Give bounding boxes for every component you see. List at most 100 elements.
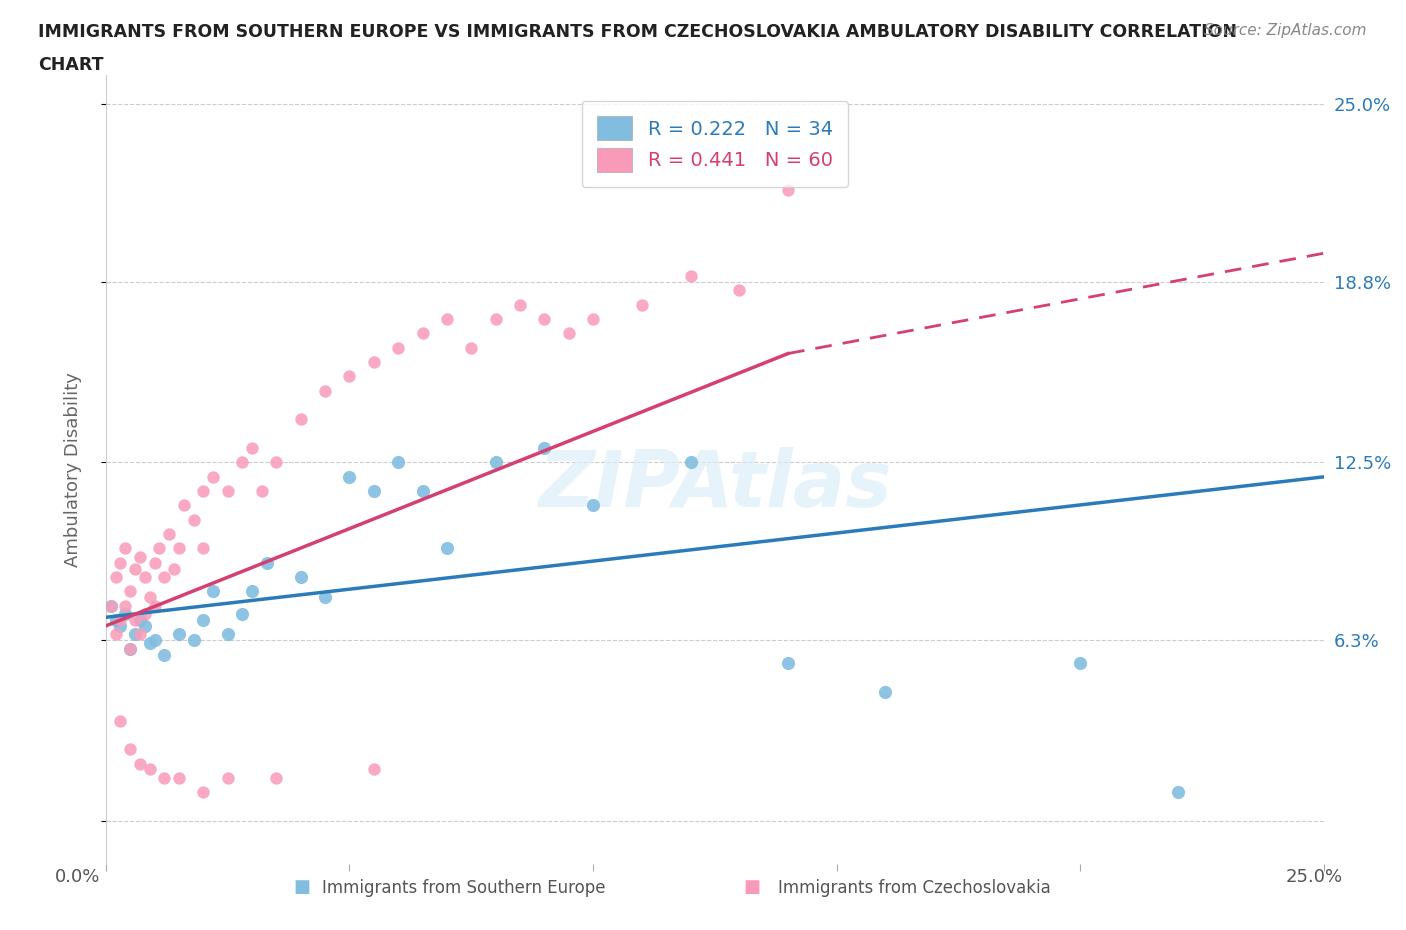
Point	[110, 618, 132, 633]
Point	[100, 598, 122, 613]
Point	[412, 326, 434, 341]
Point	[193, 613, 215, 628]
Point	[143, 598, 166, 613]
Point	[582, 312, 605, 326]
Point	[134, 570, 156, 585]
Point	[875, 684, 897, 699]
Point	[363, 762, 385, 777]
Point	[134, 607, 156, 622]
Point	[582, 498, 605, 513]
Point	[776, 656, 799, 671]
Point	[728, 283, 751, 298]
Point	[436, 541, 458, 556]
Point	[129, 627, 152, 642]
Point	[266, 455, 288, 470]
Point	[339, 470, 361, 485]
Point	[183, 632, 205, 647]
Point	[679, 455, 702, 470]
Point	[202, 584, 225, 599]
Point	[314, 590, 336, 604]
Text: Source: ZipAtlas.com: Source: ZipAtlas.com	[1204, 23, 1367, 38]
Point	[110, 713, 132, 728]
Text: 0.0%: 0.0%	[55, 868, 100, 885]
Point	[143, 555, 166, 570]
Point	[143, 632, 166, 647]
Text: ZIPAtlas: ZIPAtlas	[538, 447, 891, 524]
Point	[129, 756, 152, 771]
Point	[776, 182, 799, 197]
Point	[250, 484, 273, 498]
Point	[120, 642, 142, 657]
Point	[240, 441, 263, 456]
Point	[124, 627, 146, 642]
Point	[110, 613, 132, 628]
Text: ■: ■	[744, 878, 761, 896]
Point	[138, 762, 160, 777]
Point	[679, 269, 702, 284]
Point	[183, 512, 205, 527]
Point	[148, 541, 170, 556]
Point	[363, 354, 385, 369]
Point	[460, 340, 482, 355]
Point	[193, 484, 215, 498]
Point	[387, 455, 409, 470]
Point	[110, 555, 132, 570]
Point	[314, 383, 336, 398]
Point	[485, 312, 508, 326]
Point	[153, 647, 176, 662]
Point	[153, 570, 176, 585]
Point	[114, 598, 136, 613]
Point	[129, 550, 152, 565]
Point	[509, 298, 531, 312]
Point	[134, 618, 156, 633]
Point	[412, 484, 434, 498]
Point	[290, 570, 312, 585]
Point	[387, 340, 409, 355]
Point	[202, 470, 225, 485]
Point	[120, 642, 142, 657]
Point	[163, 561, 186, 576]
Text: IMMIGRANTS FROM SOUTHERN EUROPE VS IMMIGRANTS FROM CZECHOSLOVAKIA AMBULATORY DIS: IMMIGRANTS FROM SOUTHERN EUROPE VS IMMIG…	[38, 23, 1237, 41]
Point	[533, 312, 555, 326]
Point	[231, 455, 253, 470]
Point	[256, 555, 278, 570]
Text: 25.0%: 25.0%	[1286, 868, 1343, 885]
Point	[193, 785, 215, 800]
Point	[138, 590, 160, 604]
Point	[630, 298, 652, 312]
Point	[167, 541, 190, 556]
Point	[104, 570, 127, 585]
Point	[485, 455, 508, 470]
Point	[157, 526, 180, 541]
Point	[100, 598, 122, 613]
Point	[558, 326, 581, 341]
Point	[217, 627, 239, 642]
Point	[217, 770, 239, 785]
Point	[104, 613, 127, 628]
Text: ■: ■	[294, 878, 311, 896]
Point	[124, 561, 146, 576]
Point	[104, 627, 127, 642]
Point	[167, 627, 190, 642]
Point	[436, 312, 458, 326]
Point	[120, 584, 142, 599]
Point	[231, 607, 253, 622]
Point	[339, 369, 361, 384]
Point	[266, 770, 288, 785]
Point	[167, 770, 190, 785]
Point	[1069, 656, 1091, 671]
Point	[193, 541, 215, 556]
Legend: R = 0.222   N = 34, R = 0.441   N = 60: R = 0.222 N = 34, R = 0.441 N = 60	[582, 101, 848, 187]
Point	[173, 498, 195, 513]
Point	[124, 613, 146, 628]
Point	[240, 584, 263, 599]
Point	[533, 441, 555, 456]
Point	[114, 607, 136, 622]
Y-axis label: Ambulatory Disability: Ambulatory Disability	[65, 372, 82, 567]
Point	[129, 613, 152, 628]
Point	[290, 412, 312, 427]
Point	[120, 742, 142, 757]
Point	[217, 484, 239, 498]
Text: CHART: CHART	[38, 56, 104, 73]
Point	[1167, 785, 1189, 800]
